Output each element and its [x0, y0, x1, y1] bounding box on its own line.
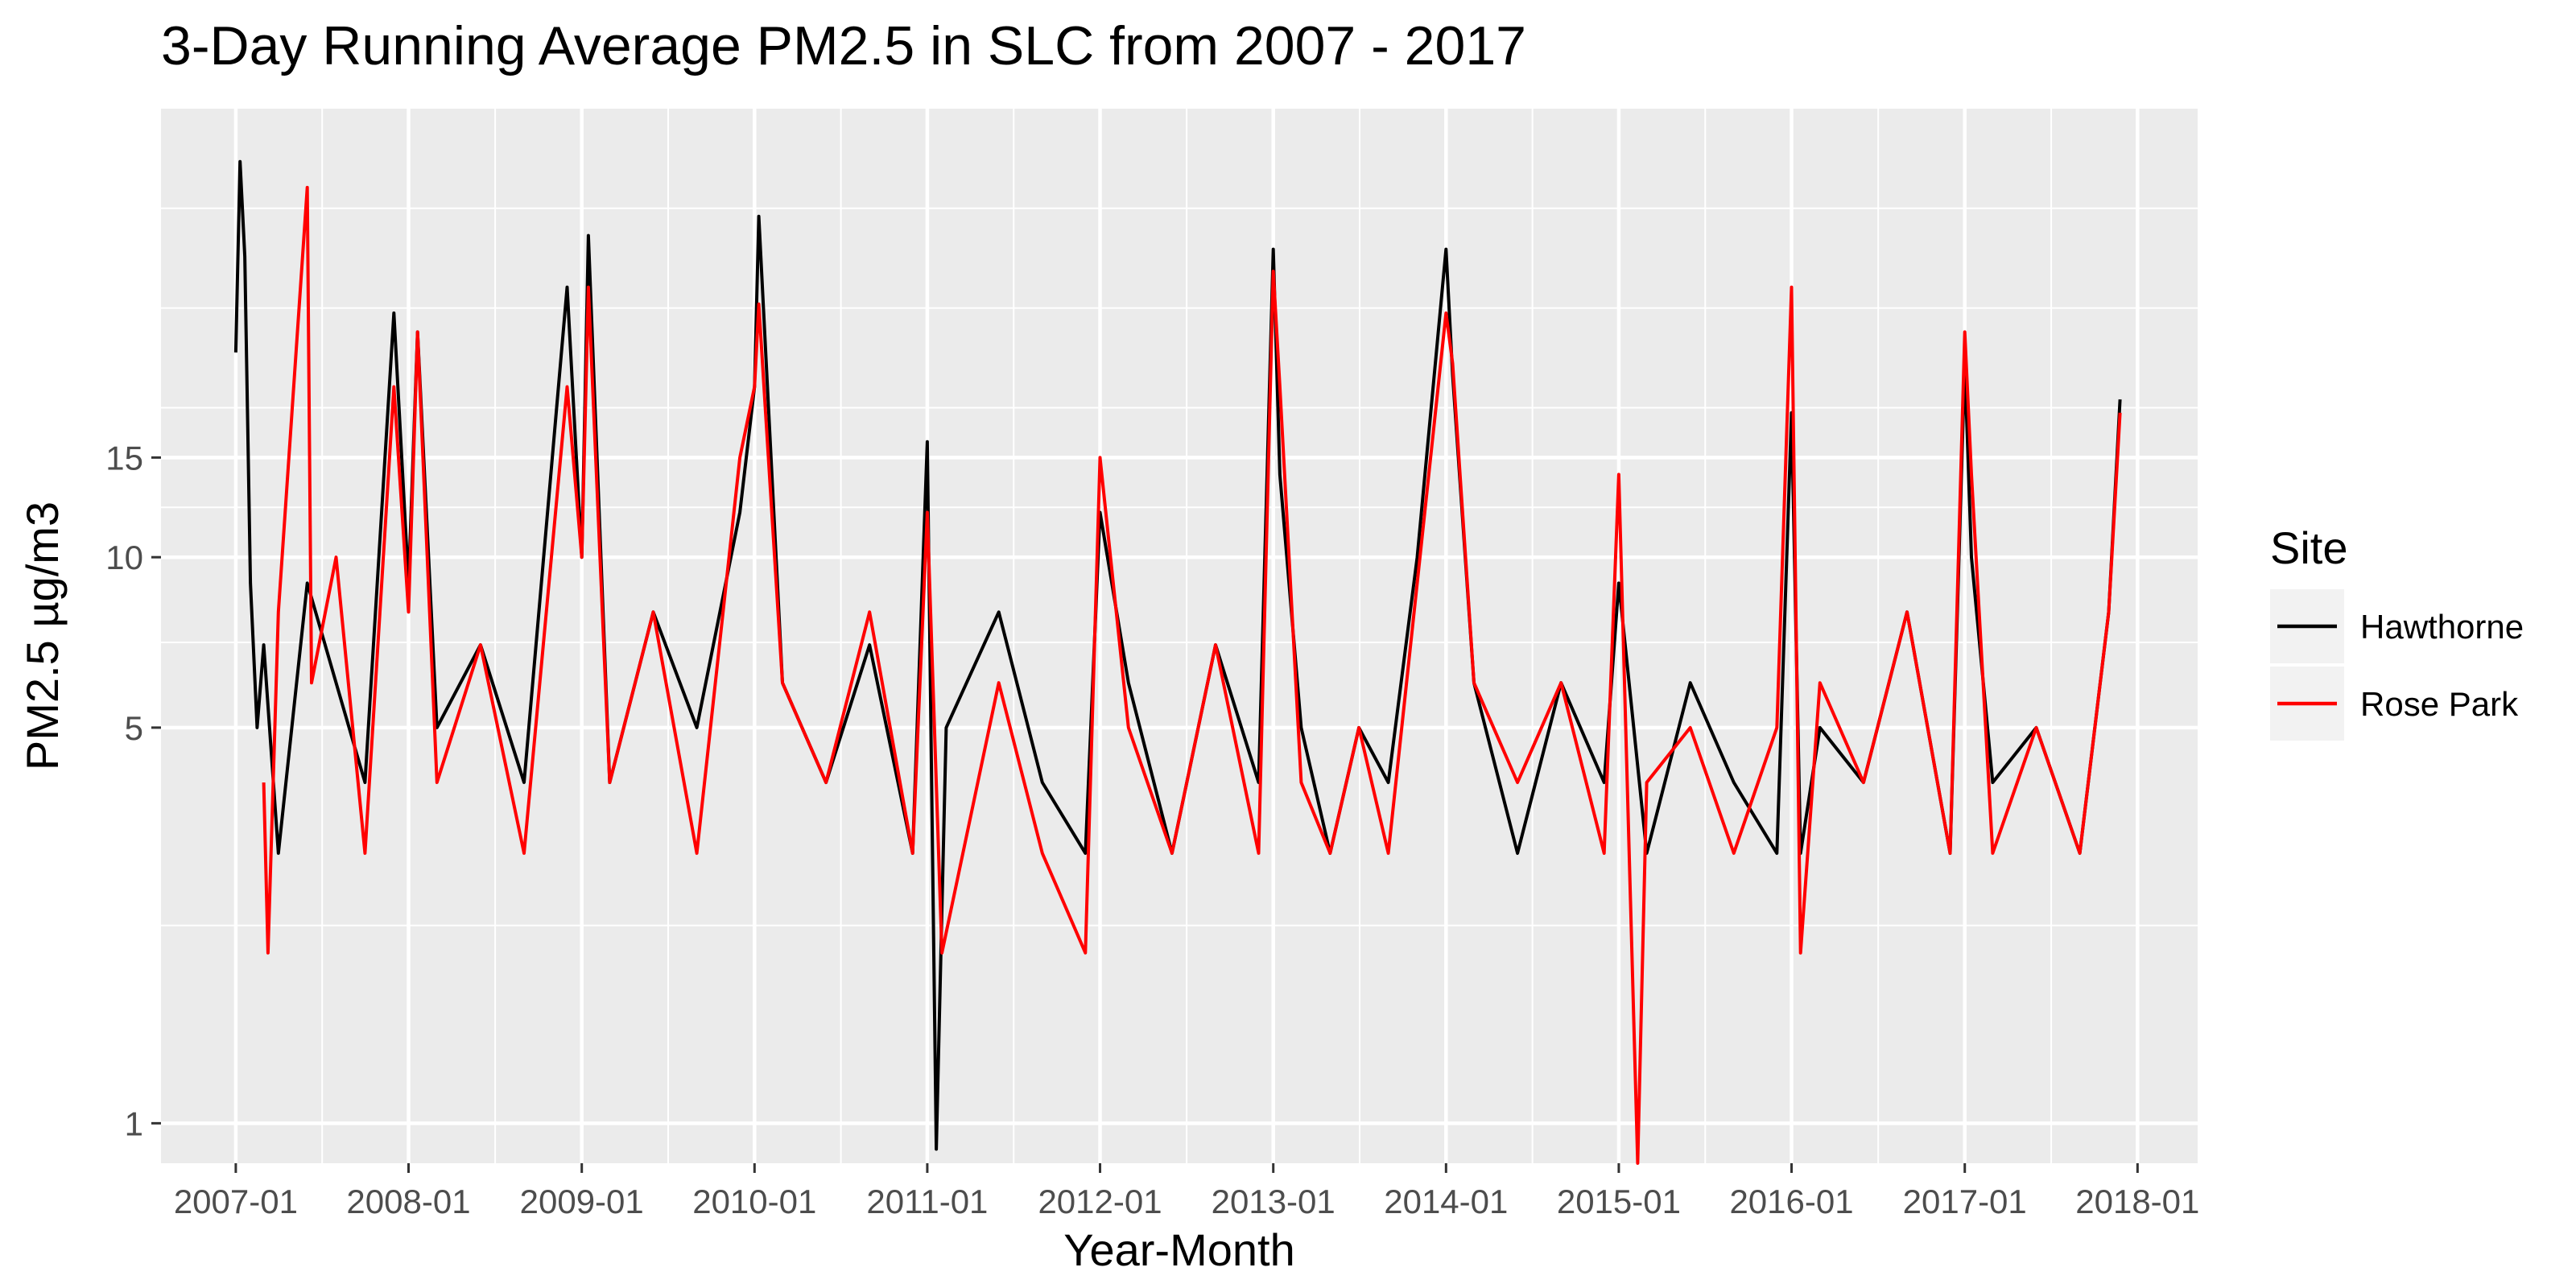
- x-axis: 2007-01 2008-01 2009-01 2010-01 2011-01 2012-…: [174, 1163, 2199, 1220]
- y-tick-label: 10: [105, 539, 143, 576]
- legend: Site Hawthorne Rose Park: [2270, 522, 2524, 741]
- y-tick-label: 15: [105, 439, 143, 477]
- y-tick-label: 1: [125, 1104, 143, 1142]
- legend-item-hawthorne: Hawthorne: [2270, 589, 2524, 663]
- x-tick-label: 2015-01: [1557, 1183, 1681, 1220]
- x-tick-label: 2007-01: [174, 1183, 298, 1220]
- x-tick-label: 2013-01: [1212, 1183, 1335, 1220]
- x-tick-label: 2012-01: [1038, 1183, 1162, 1220]
- x-tick-label: 2008-01: [346, 1183, 470, 1220]
- legend-item-rose-park: Rose Park: [2270, 667, 2519, 741]
- minor-gridlines-x: [321, 109, 2053, 1163]
- legend-label: Rose Park: [2360, 685, 2519, 723]
- x-tick-label: 2014-01: [1384, 1183, 1508, 1220]
- y-tick-label: 5: [125, 709, 143, 747]
- x-tick-label: 2010-01: [692, 1183, 816, 1220]
- x-tick-label: 2016-01: [1729, 1183, 1853, 1220]
- major-gridlines-y: [161, 456, 2198, 1125]
- x-tick-label: 2011-01: [866, 1183, 988, 1220]
- x-tick-label: 2009-01: [520, 1183, 644, 1220]
- x-axis-title: Year-Month: [1063, 1224, 1294, 1275]
- x-tick-label: 2017-01: [1903, 1183, 2027, 1220]
- y-axis-title: PM2.5 µg/m3: [17, 502, 68, 770]
- minor-gridlines-y: [161, 207, 2198, 927]
- series-layer: [233, 159, 2122, 1165]
- chart-title: 3-Day Running Average PM2.5 in SLC from …: [161, 15, 1526, 76]
- plot-panel: [161, 109, 2198, 1163]
- x-tick-label: 2018-01: [2075, 1183, 2199, 1220]
- series-line-rose-park: [262, 185, 2122, 1165]
- legend-title: Site: [2270, 522, 2348, 573]
- legend-label: Hawthorne: [2360, 608, 2524, 646]
